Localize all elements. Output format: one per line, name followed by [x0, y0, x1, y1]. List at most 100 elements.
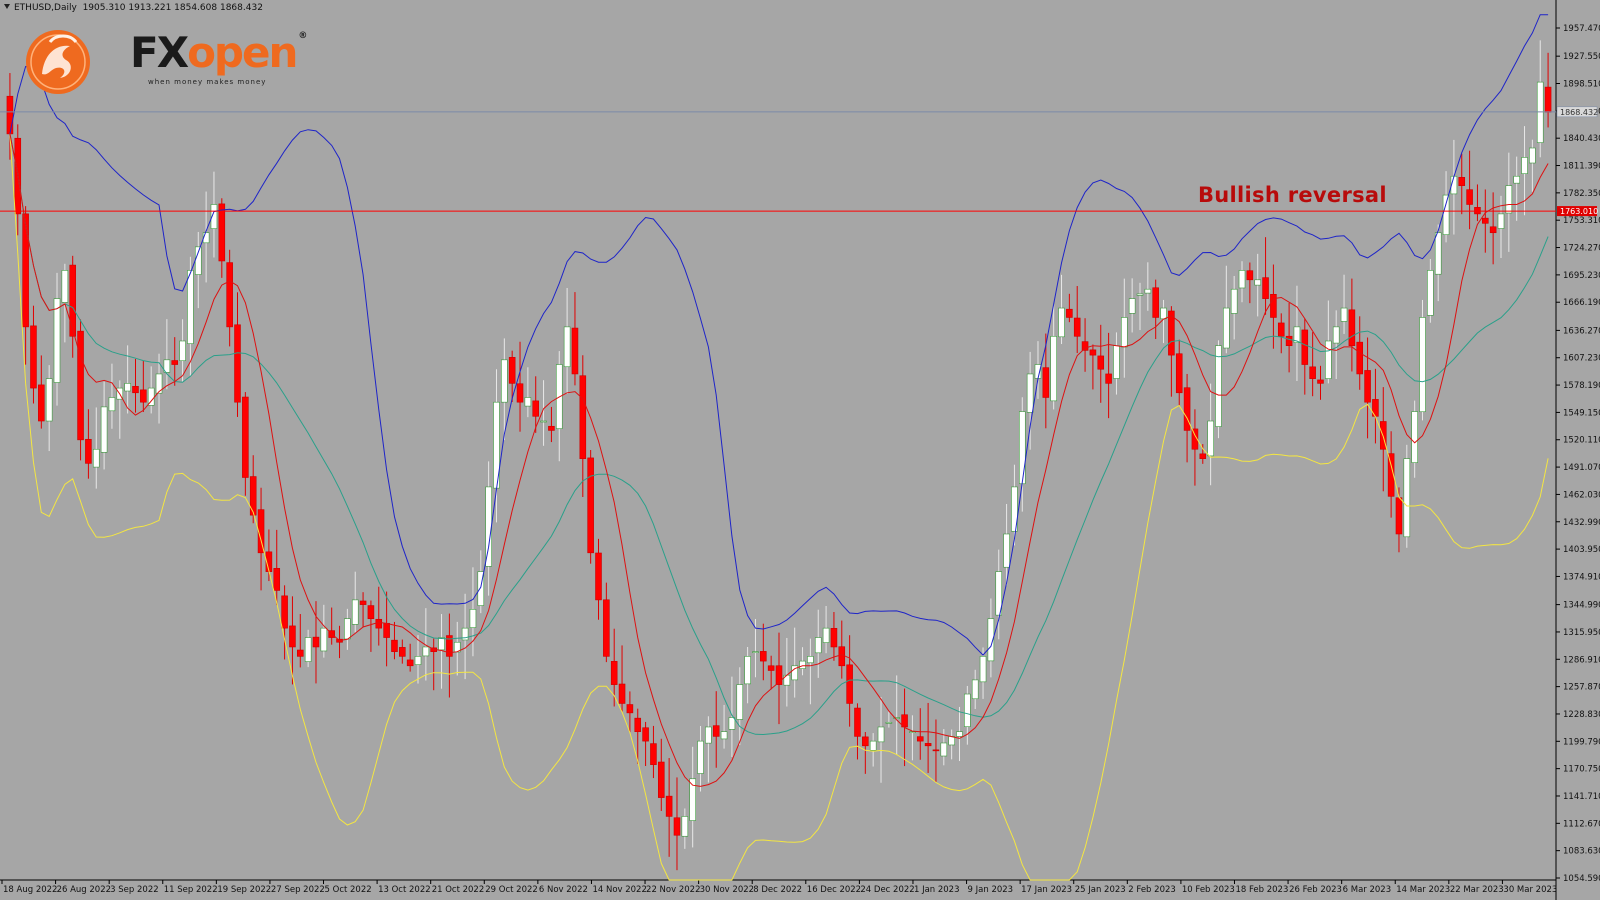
brand-open: open: [187, 28, 298, 77]
candle-body: [1301, 329, 1309, 365]
candle-body: [618, 683, 626, 704]
candle-body: [1183, 387, 1191, 431]
candle-body: [1364, 370, 1371, 403]
bollinger-middle-line: [9, 133, 1549, 736]
candle-body: [1442, 194, 1450, 235]
candle-body: [359, 600, 367, 605]
candle-body: [391, 639, 398, 652]
x-tick-label: 22 Nov 2022: [646, 885, 700, 895]
y-tick-label: 1374.910: [1563, 572, 1600, 582]
candle-body: [147, 387, 155, 406]
candle-body: [1254, 279, 1261, 286]
candle-body: [1144, 288, 1152, 294]
candle-body: [1073, 317, 1081, 337]
candle-body: [658, 761, 665, 798]
x-tick-label: 6 Nov 2022: [539, 885, 588, 895]
candle-body: [1136, 293, 1144, 296]
x-tick-label: 22 Mar 2023: [1450, 885, 1504, 895]
candle-body: [179, 340, 186, 362]
candle-body: [932, 749, 940, 752]
candle-body: [108, 397, 116, 412]
ohlc-values: 1905.310 1913.221 1854.608 1868.432: [82, 3, 263, 13]
candle-body: [909, 731, 916, 733]
candle-body: [697, 740, 704, 774]
y-tick-label: 1549.150: [1563, 408, 1600, 418]
candle-body: [38, 384, 45, 422]
candle-body: [399, 647, 406, 657]
moving-average-line: [9, 133, 1549, 787]
x-tick-label: 10 Feb 2023: [1182, 885, 1235, 895]
candle-body: [187, 270, 194, 344]
candle-body: [720, 731, 728, 740]
candle-body: [822, 627, 830, 643]
candle-body: [1121, 317, 1128, 348]
candle-body: [532, 400, 540, 417]
candle-body: [1042, 367, 1050, 398]
candle-body: [924, 743, 932, 747]
candle-body: [1529, 147, 1536, 164]
candle-body: [650, 743, 657, 765]
candle-body: [1097, 355, 1105, 370]
y-tick-label: 1432.990: [1563, 518, 1600, 528]
candle-body: [885, 721, 893, 724]
candle-body: [799, 660, 806, 669]
candle-body: [1207, 420, 1214, 457]
candle-body: [587, 457, 594, 554]
candle-body: [862, 736, 869, 747]
candle-body: [1215, 345, 1222, 427]
candle-body: [1458, 177, 1466, 186]
candle-body: [1489, 226, 1497, 234]
candle-body: [579, 375, 587, 459]
candle-body: [218, 203, 226, 262]
candle-body: [1403, 458, 1411, 538]
candle-body: [1026, 373, 1034, 413]
y-tick-label: 1491.070: [1563, 463, 1600, 473]
y-tick-label: 1898.510: [1563, 80, 1600, 90]
candle-body: [297, 649, 304, 657]
y-tick-label: 1520.110: [1563, 436, 1600, 446]
candle-body: [1270, 294, 1277, 318]
x-tick-label: 16 Dec 2022: [807, 885, 861, 895]
candle-body: [1089, 349, 1097, 356]
candle-body: [807, 656, 814, 664]
candle-body: [163, 359, 171, 373]
candle-body: [304, 637, 312, 662]
candle-body: [485, 486, 492, 567]
candle-body: [1168, 310, 1175, 356]
candle-body: [603, 599, 610, 657]
candle-body: [1081, 341, 1089, 351]
candle-body: [1105, 373, 1112, 384]
candle-body: [1018, 411, 1026, 485]
candle-body: [744, 656, 751, 685]
candle-body: [775, 665, 783, 685]
candle-body: [320, 627, 328, 652]
candle-body: [516, 383, 524, 403]
y-tick-label: 1811.390: [1563, 162, 1600, 172]
candle-body: [987, 618, 995, 662]
current-price-label: 1868.432: [1560, 108, 1598, 117]
candle-body: [1199, 453, 1207, 459]
candle-body: [846, 664, 853, 704]
candle-body: [689, 778, 696, 821]
candle-body: [1317, 379, 1324, 384]
y-tick-label: 1403.950: [1563, 545, 1600, 555]
candle-body: [1128, 298, 1136, 314]
candle-body: [814, 637, 822, 654]
candle-body: [140, 389, 147, 403]
x-tick-label: 18 Aug 2022: [3, 885, 57, 895]
candle-body: [1387, 453, 1395, 497]
x-tick-label: 14 Nov 2022: [592, 885, 646, 895]
dropdown-triangle-icon[interactable]: [4, 4, 10, 9]
y-tick-label: 1054.590: [1563, 874, 1600, 884]
y-tick-label: 1462.030: [1563, 490, 1600, 500]
candle-body: [1521, 157, 1528, 175]
y-tick-label: 1782.350: [1563, 189, 1600, 199]
candle-body: [234, 324, 241, 403]
y-tick-label: 1199.790: [1563, 737, 1600, 747]
candle-body: [1246, 270, 1254, 281]
candle-body: [956, 731, 963, 737]
candle-body: [595, 552, 602, 601]
candle-body: [53, 298, 61, 383]
candle-body: [477, 571, 485, 606]
